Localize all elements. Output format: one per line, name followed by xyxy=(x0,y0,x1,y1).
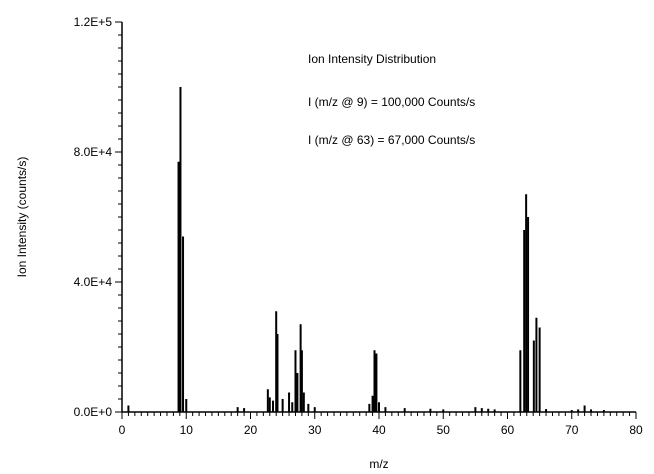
x-axis-title: m/z xyxy=(369,457,388,471)
bar-series xyxy=(127,87,605,412)
annotation-mz9: I (m/z @ 9) = 100,000 Counts/s xyxy=(308,95,475,109)
x-axis-ticks xyxy=(121,412,637,419)
x-tick-label: 50 xyxy=(437,423,451,437)
y-tick-label: 4.0E+4 xyxy=(74,275,113,289)
y-axis-title: Ion Intensity (counts/s) xyxy=(15,157,29,278)
y-tick-labels: 0.0E+0 4.0E+4 8.0E+4 1.2E+5 xyxy=(74,15,113,419)
x-tick-labels: 0 10 20 30 40 50 60 70 80 xyxy=(119,423,643,437)
x-tick-label: 70 xyxy=(565,423,579,437)
y-tick-label: 0.0E+0 xyxy=(74,405,113,419)
x-tick-label: 40 xyxy=(372,423,386,437)
x-tick-label: 60 xyxy=(501,423,515,437)
y-axis-ticks xyxy=(115,21,122,413)
annotation-mz63: I (m/z @ 63) = 67,000 Counts/s xyxy=(308,133,475,147)
y-tick-label: 1.2E+5 xyxy=(74,15,113,29)
x-tick-label: 0 xyxy=(119,423,126,437)
y-tick-label: 8.0E+4 xyxy=(74,145,113,159)
x-tick-label: 10 xyxy=(180,423,194,437)
x-tick-label: 80 xyxy=(629,423,643,437)
x-tick-label: 20 xyxy=(244,423,258,437)
x-tick-label: 30 xyxy=(308,423,322,437)
annotation-title: Ion Intensity Distribution xyxy=(308,52,436,66)
